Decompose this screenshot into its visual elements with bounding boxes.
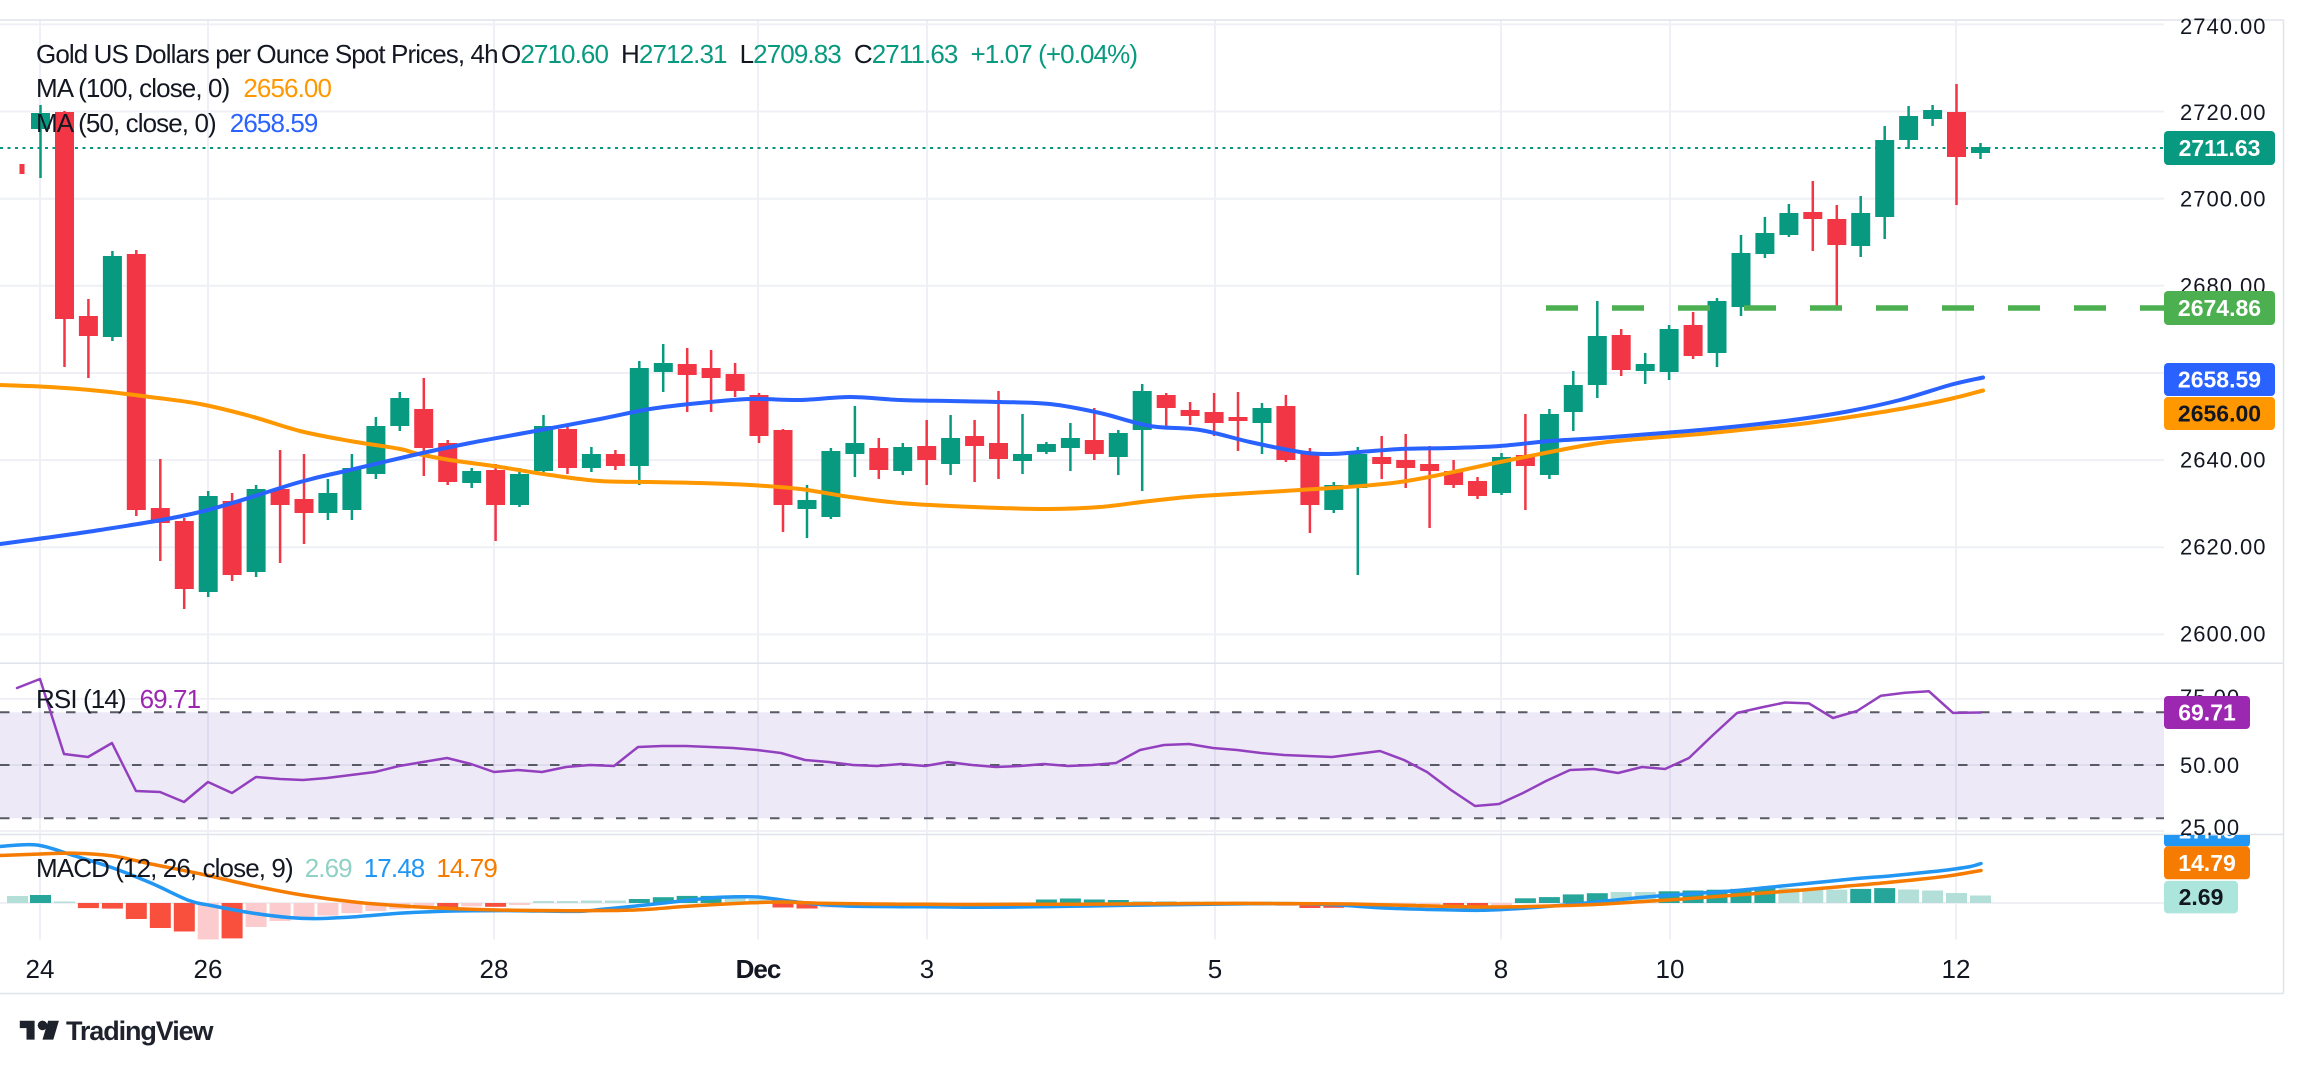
svg-text:RSI (14)69.71: RSI (14) 69.71 xyxy=(36,684,201,714)
svg-text:2674.86: 2674.86 xyxy=(2178,295,2261,321)
svg-text:2720.00: 2720.00 xyxy=(2180,100,2267,125)
svg-text:10: 10 xyxy=(1656,954,1685,984)
svg-text:14.79: 14.79 xyxy=(2178,850,2236,876)
svg-text:2640.00: 2640.00 xyxy=(2180,448,2267,473)
svg-text:50.00: 50.00 xyxy=(2180,753,2240,778)
svg-text:Dec: Dec xyxy=(736,954,781,984)
svg-text:2740.00: 2740.00 xyxy=(2180,14,2267,39)
svg-text:2658.59: 2658.59 xyxy=(2178,367,2261,393)
svg-text:2656.00: 2656.00 xyxy=(2178,401,2261,427)
svg-text:2620.00: 2620.00 xyxy=(2180,535,2267,560)
svg-text:TradingView: TradingView xyxy=(66,1016,215,1046)
svg-text:17.48: 17.48 xyxy=(2178,818,2236,844)
svg-text:2711.63: 2711.63 xyxy=(2179,135,2261,161)
svg-text:12: 12 xyxy=(1942,954,1971,984)
svg-text:2700.00: 2700.00 xyxy=(2180,187,2267,212)
svg-text:69.71: 69.71 xyxy=(2178,700,2236,726)
svg-text:MA (100, close, 0)2656.00: MA (100, close, 0) 2656.00 xyxy=(36,73,331,103)
svg-text:5: 5 xyxy=(1208,954,1222,984)
svg-text:28: 28 xyxy=(480,954,509,984)
svg-text:8: 8 xyxy=(1494,954,1508,984)
svg-text:3: 3 xyxy=(920,954,934,984)
svg-text:Gold US Dollars per Ounce Spot: Gold US Dollars per Ounce Spot Prices, 4… xyxy=(36,39,1137,69)
svg-text:2.69: 2.69 xyxy=(2179,884,2224,910)
svg-text:26: 26 xyxy=(194,954,223,984)
svg-text:2600.00: 2600.00 xyxy=(2180,622,2267,647)
svg-text:MA (50, close, 0)2658.59: MA (50, close, 0) 2658.59 xyxy=(36,108,318,138)
svg-text:24: 24 xyxy=(26,954,55,984)
